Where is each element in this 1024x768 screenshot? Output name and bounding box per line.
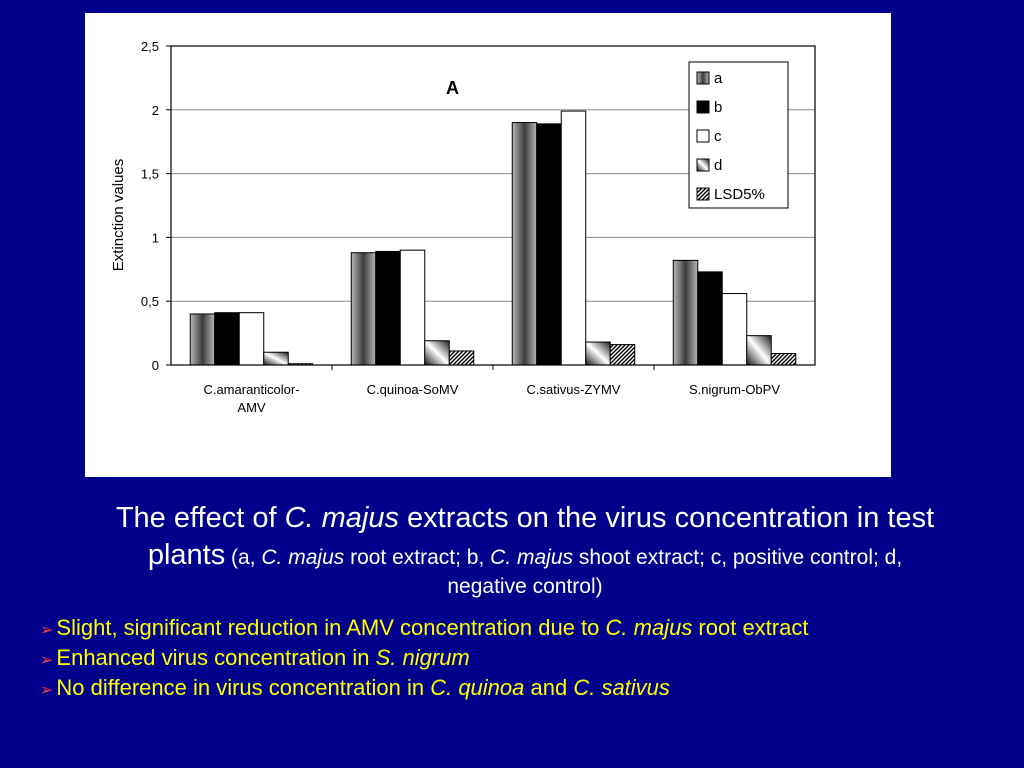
x-tick-label: C.amaranticolor-	[203, 382, 299, 397]
bar-d	[424, 340, 450, 366]
arrow-bullet-icon: ➢	[40, 622, 54, 639]
caption-text: negative control)	[447, 575, 603, 599]
bar-b	[697, 271, 723, 366]
bullet-text: Slight, significant reduction in AMV con…	[56, 615, 606, 640]
bar-d	[263, 351, 289, 366]
bar-a	[672, 259, 699, 366]
bar-c	[238, 312, 265, 366]
legend-label: d	[714, 157, 722, 174]
bullet-text: and	[524, 675, 574, 700]
bar-c	[560, 110, 587, 366]
caption-text: shoot extract; c, positive control; d,	[573, 546, 903, 570]
legend-swatch	[696, 187, 710, 201]
bullet-species: C. quinoa	[430, 675, 525, 700]
caption-line-3: negative control)	[30, 574, 1020, 601]
legend-swatch	[696, 129, 710, 143]
y-tick-label: 1	[152, 230, 159, 245]
bar-b	[214, 312, 240, 366]
caption-line-2: plants (a, C. majus root extract; b, C. …	[30, 537, 1020, 574]
y-tick-label: 2,5	[141, 39, 159, 54]
bar-d	[585, 341, 611, 366]
x-tick-label: S.nigrum-ObPV	[689, 382, 780, 397]
x-tick-label: C.sativus-ZYMV	[527, 382, 621, 397]
caption-text: The effect of	[115, 502, 285, 534]
bullet-text: No difference in virus concentration in	[56, 675, 431, 700]
bar-d	[746, 335, 772, 366]
caption-line-1: The effect of C. majus extracts on the v…	[30, 500, 1020, 537]
bar-lsd5	[609, 344, 636, 366]
y-tick-label: 0,5	[141, 294, 159, 309]
bar-chart: 0 0,5 1 1,5 2 2,5 C.amaranticolor- AMV C.quinoa-…	[110, 39, 816, 415]
bar-a	[350, 252, 377, 366]
caption-text: root extract; b,	[344, 546, 491, 570]
list-item: ➢ No difference in virus concentration in…	[40, 673, 1000, 703]
bar-lsd5	[448, 350, 475, 366]
y-tick-label: 2	[152, 103, 159, 118]
bar-c	[721, 293, 748, 366]
caption-species: C. majus	[284, 502, 399, 534]
legend-label: LSD5%	[714, 186, 765, 203]
findings-list: ➢ Slight, significant reduction in AMV co…	[40, 613, 1000, 703]
figure-caption: The effect of C. majus extracts on the v…	[30, 500, 1020, 601]
legend-swatch	[696, 100, 710, 114]
y-tick-label: 0	[152, 358, 159, 373]
x-tick-label: AMV	[237, 400, 266, 415]
list-item: ➢ Slight, significant reduction in AMV co…	[40, 613, 1000, 643]
bar-b	[375, 250, 401, 366]
bar-a	[189, 313, 216, 366]
bar-lsd5	[770, 353, 797, 366]
bar-a	[511, 122, 538, 366]
list-item: ➢ Enhanced virus concentration in S. nigr…	[40, 643, 1000, 673]
legend-label: c	[714, 128, 722, 145]
legend-swatch	[696, 158, 710, 172]
bullet-species: C. sativus	[573, 675, 670, 700]
caption-species: C. majus	[261, 546, 345, 570]
legend-swatch	[696, 71, 710, 85]
caption-species: C. majus	[490, 546, 574, 570]
bullet-species: C. majus	[605, 615, 693, 640]
caption-text: (a,	[225, 546, 262, 570]
y-axis-title: Extinction values	[110, 159, 127, 272]
bullet-species: S. nigrum	[375, 645, 470, 670]
bar-b	[536, 123, 562, 366]
bullet-text: Enhanced virus concentration in	[56, 645, 376, 670]
caption-text: plants	[147, 539, 226, 572]
y-tick-label: 1,5	[141, 167, 159, 182]
arrow-bullet-icon: ➢	[40, 652, 54, 669]
bar-c	[399, 249, 426, 366]
panel-label: A	[446, 78, 459, 98]
chart-panel: 0 0,5 1 1,5 2 2,5 C.amaranticolor- AMV C.quinoa-…	[85, 13, 891, 477]
legend-label: a	[714, 70, 723, 87]
caption-text: extracts on the virus concentration in t…	[399, 502, 935, 534]
arrow-bullet-icon: ➢	[40, 682, 54, 699]
legend-label: b	[714, 99, 722, 116]
x-tick-label: C.quinoa-SoMV	[367, 382, 459, 397]
bullet-text: root extract	[692, 615, 809, 640]
